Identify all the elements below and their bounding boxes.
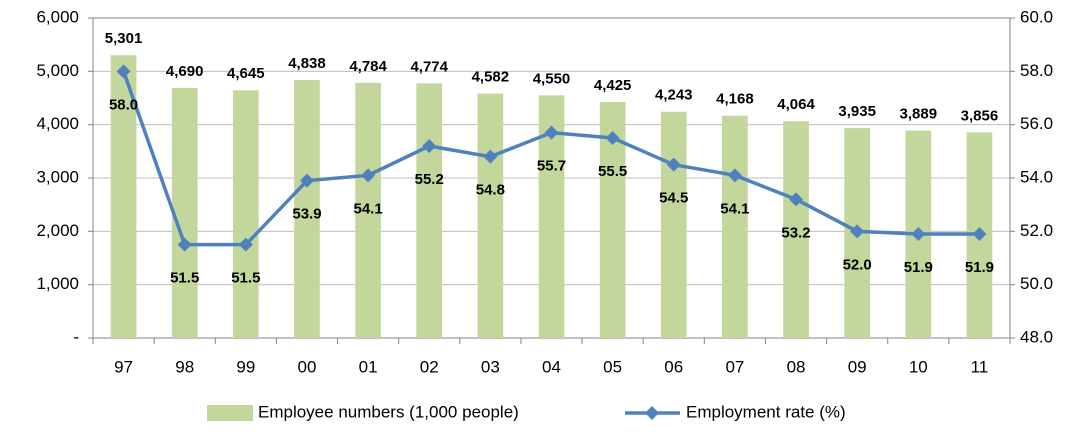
marker xyxy=(483,149,498,164)
x-tick-label: 08 xyxy=(787,357,806,376)
bar xyxy=(294,79,320,339)
marker xyxy=(299,173,314,188)
data-label: 4,582 xyxy=(472,69,510,86)
marker xyxy=(116,64,131,79)
x-tick-label: 02 xyxy=(420,357,439,376)
x-tick-label: 07 xyxy=(725,357,744,376)
data-label: 58.0 xyxy=(109,96,138,113)
x-tick-label: 01 xyxy=(359,357,378,376)
data-label: 4,645 xyxy=(227,65,265,82)
data-label: 53.9 xyxy=(292,206,321,223)
marker xyxy=(361,168,376,183)
data-label: 4,838 xyxy=(288,55,326,72)
marker xyxy=(177,237,192,252)
data-label: 4,425 xyxy=(594,77,632,94)
data-label: 51.9 xyxy=(965,259,994,276)
marker xyxy=(727,168,742,183)
marker xyxy=(422,139,437,153)
x-tick-label: 09 xyxy=(848,357,867,376)
bar xyxy=(110,55,137,338)
y-tick-label: 3,000 xyxy=(36,167,79,186)
y-tick-label: 2,000 xyxy=(36,221,79,240)
bar xyxy=(355,82,381,338)
data-label: 4,168 xyxy=(716,91,754,108)
legend-label: Employment rate (%) xyxy=(686,402,846,421)
data-label: 55.2 xyxy=(415,171,444,188)
bar xyxy=(416,83,443,339)
data-label: 53.2 xyxy=(781,224,810,241)
x-tick-label: 04 xyxy=(542,357,561,376)
legend-label: Employee numbers (1,000 people) xyxy=(258,402,519,421)
data-label: 54.5 xyxy=(659,190,688,207)
legend-swatch xyxy=(207,405,253,421)
legend-marker xyxy=(645,406,659,420)
x-tick-label: 98 xyxy=(175,357,194,376)
x-tick-label: 97 xyxy=(114,357,133,376)
marker xyxy=(789,192,804,207)
marker xyxy=(238,237,253,252)
y2-tick-label: 56.0 xyxy=(1020,114,1053,133)
y-tick-label: 4,000 xyxy=(36,114,79,133)
data-label: 4,243 xyxy=(655,87,693,104)
x-tick-label: 11 xyxy=(971,357,989,376)
data-label: 4,064 xyxy=(777,96,815,113)
marker xyxy=(666,157,681,172)
marker xyxy=(850,224,865,239)
y2-tick-label: 54.0 xyxy=(1020,167,1053,186)
x-tick-label: 03 xyxy=(481,357,500,376)
y2-tick-label: 50.0 xyxy=(1020,274,1053,293)
y2-tick-label: 48.0 xyxy=(1020,327,1053,346)
y-tick-label: 1,000 xyxy=(36,274,79,293)
marker xyxy=(911,227,926,241)
bar xyxy=(232,90,259,339)
y-tick-label: 6,000 xyxy=(36,7,79,26)
data-label: 4,550 xyxy=(533,70,571,87)
bar xyxy=(722,115,748,338)
data-label: 51.5 xyxy=(231,270,260,287)
y2-tick-label: 60.0 xyxy=(1020,7,1053,26)
data-label: 3,889 xyxy=(900,106,938,123)
data-label: 54.1 xyxy=(353,200,382,217)
data-label: 51.9 xyxy=(904,259,933,276)
x-tick-label: 06 xyxy=(664,357,683,376)
y-tick-label: - xyxy=(73,327,79,346)
data-label: 3,856 xyxy=(961,107,999,124)
marker xyxy=(605,131,620,145)
marker xyxy=(544,125,559,140)
data-label: 4,774 xyxy=(410,58,448,75)
data-label: 55.7 xyxy=(537,158,566,175)
data-label: 55.5 xyxy=(598,163,627,180)
y2-tick-label: 52.0 xyxy=(1020,221,1053,240)
data-label: 54.8 xyxy=(476,182,505,199)
x-tick-label: 10 xyxy=(909,357,928,376)
marker xyxy=(972,227,987,241)
y2-tick-label: 58.0 xyxy=(1020,61,1053,80)
data-label: 5,301 xyxy=(105,30,143,47)
bar xyxy=(171,87,198,338)
data-label: 3,935 xyxy=(838,103,876,120)
bar xyxy=(783,121,809,339)
x-tick-label: 00 xyxy=(298,357,317,376)
data-label: 4,690 xyxy=(166,63,204,80)
data-label: 51.5 xyxy=(170,270,199,287)
y-tick-label: 5,000 xyxy=(36,61,79,80)
x-tick-label: 99 xyxy=(236,357,255,376)
data-label: 54.1 xyxy=(720,200,749,217)
data-label: 4,784 xyxy=(349,58,387,75)
x-tick-label: 05 xyxy=(603,357,622,376)
bar xyxy=(660,111,687,338)
bar xyxy=(477,93,504,338)
data-label: 52.0 xyxy=(843,256,872,273)
